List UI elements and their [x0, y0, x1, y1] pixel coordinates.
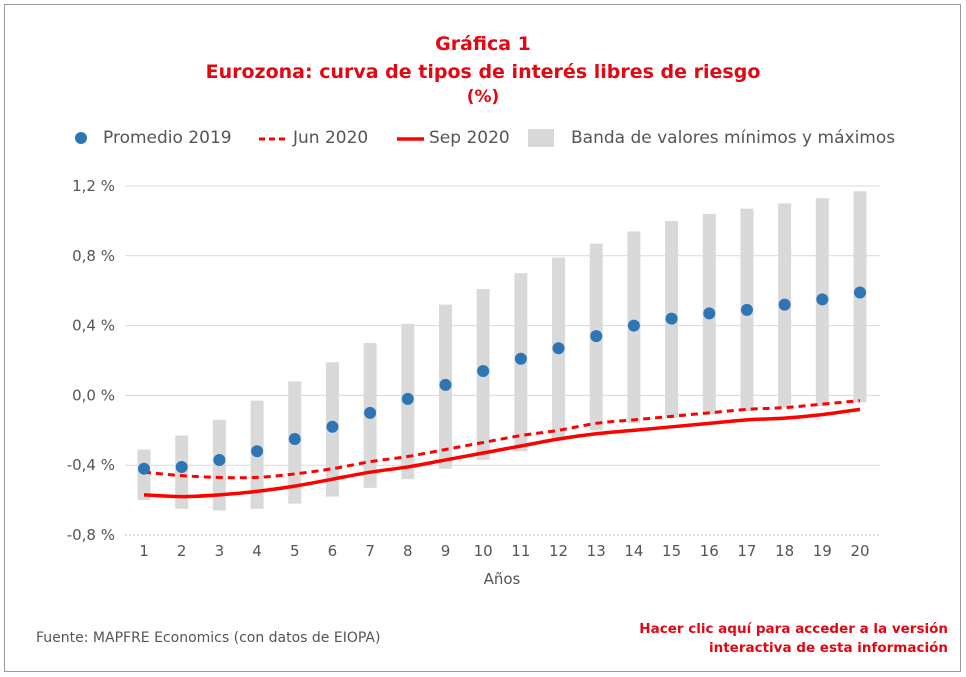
x-tick-label: 5	[290, 542, 300, 560]
x-tick-label: 4	[252, 542, 262, 560]
legend-band-swatch-icon	[528, 129, 554, 147]
promedio-dot	[514, 352, 527, 365]
legend-label-jun: Jun 2020	[293, 128, 369, 148]
legend-item-promedio: Promedio 2019	[72, 127, 242, 149]
promedio-dot	[665, 312, 678, 325]
x-tick-label: 3	[215, 542, 225, 560]
interactive-link-line1[interactable]: Hacer clic aquí para acceder a la versió…	[639, 621, 948, 637]
promedio-dot	[590, 330, 603, 343]
x-tick-label: 12	[549, 542, 568, 560]
x-tick-label: 10	[474, 542, 493, 560]
gridlines	[125, 185, 880, 536]
x-tick-label: 20	[850, 542, 869, 560]
chart-units: (%)	[466, 87, 500, 107]
band-bar	[137, 449, 151, 501]
legend-label-promedio: Promedio 2019	[103, 128, 232, 148]
promedio-dot	[552, 342, 565, 355]
x-tick-label: 17	[737, 542, 756, 560]
chart-title-number: Gráfica 1	[435, 33, 531, 55]
promedio-dot	[175, 460, 188, 473]
source-note: Fuente: MAPFRE Economics (con datos de E…	[36, 630, 381, 646]
x-tick-label: 1	[139, 542, 149, 560]
y-tick-label: 0,0 %	[72, 386, 115, 404]
promedio-dot	[364, 406, 377, 419]
promedio-dot	[854, 286, 866, 299]
promedio-dot	[816, 293, 829, 306]
promedio-dot	[213, 453, 226, 466]
x-axis-ticks: 1 2 3 4 5 6 7 8 9 10 11 12 13 14 15 16 17 18 19 20	[139, 542, 869, 560]
promedio-dot	[326, 420, 339, 433]
interactive-version-link[interactable]: Hacer clic aquí para acceder a la versió…	[639, 620, 948, 658]
y-tick-label: 0,4 %	[72, 317, 115, 335]
promedio-dot	[288, 433, 301, 446]
series-dots	[138, 286, 866, 475]
x-tick-label: 9	[441, 542, 451, 560]
legend-solid-line-icon	[397, 137, 424, 141]
promedio-dot	[627, 319, 640, 332]
x-tick-label: 6	[328, 542, 338, 560]
promedio-dot	[477, 364, 490, 377]
x-tick-label: 18	[775, 542, 794, 560]
y-tick-label: 1,2 %	[72, 177, 115, 195]
promedio-dot	[703, 307, 716, 320]
promedio-dot	[401, 392, 414, 405]
y-tick-label: -0,4 %	[67, 456, 115, 474]
promedio-dot	[740, 303, 753, 316]
promedio-dot	[778, 298, 791, 311]
x-tick-label: 8	[403, 542, 413, 560]
chart-title: Eurozona: curva de tipos de interés libr…	[205, 61, 761, 83]
x-tick-label: 2	[177, 542, 187, 560]
sep-2020-line	[143, 407, 861, 499]
y-tick-label: 0,8 %	[72, 247, 115, 265]
legend-item-sep: Sep 2020	[396, 127, 516, 149]
y-tick-label: -0,8 %	[67, 526, 115, 544]
legend-dot-icon	[75, 132, 87, 144]
x-tick-label: 11	[511, 542, 530, 560]
x-tick-label: 14	[624, 542, 643, 560]
x-tick-label: 7	[365, 542, 375, 560]
series-lines	[143, 399, 861, 499]
legend-label-sep: Sep 2020	[429, 128, 510, 148]
x-axis-label: Años	[484, 570, 521, 588]
legend-item-jun: Jun 2020	[258, 127, 378, 149]
legend-dashed-line-icon	[259, 137, 286, 141]
interactive-link-line2[interactable]: interactiva de esta información	[708, 640, 948, 656]
y-axis-ticks: -0,8 % -0,4 % 0,0 % 0,4 % 0,8 % 1,2 %	[67, 177, 115, 544]
promedio-dot	[138, 462, 150, 475]
legend-label-banda: Banda de valores mínimos y máximos	[571, 128, 896, 148]
promedio-dot	[251, 445, 264, 458]
jun-2020-line	[143, 399, 861, 480]
promedio-dot	[439, 378, 452, 391]
x-tick-label: 15	[662, 542, 681, 560]
legend: Promedio 2019 Jun 2020 Sep 2020 Banda de…	[0, 127, 966, 149]
x-tick-label: 13	[587, 542, 606, 560]
legend-item-banda: Banda de valores mínimos y máximos	[528, 127, 908, 149]
x-tick-label: 19	[813, 542, 832, 560]
x-tick-label: 16	[700, 542, 719, 560]
band-bars	[137, 191, 867, 511]
